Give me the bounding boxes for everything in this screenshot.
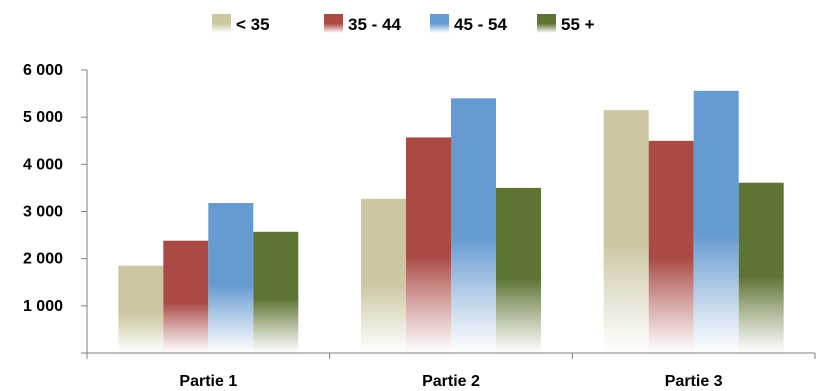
chart-legend: < 35 35 - 44 45 - 54 55 + — [212, 14, 595, 34]
legend-label-35-44: 35 - 44 — [348, 15, 401, 34]
legend-label-55: 55 + — [561, 15, 595, 34]
bar-partie-1-35-44 — [163, 240, 209, 353]
x-category-label: Partie 3 — [665, 373, 723, 390]
bar-partie-2-35 — [361, 198, 406, 353]
bar-partie-2-35-44 — [406, 137, 451, 353]
bar-partie-3-45-54 — [693, 90, 739, 354]
y-tick-label: 1 000 — [23, 298, 63, 315]
x-category-label: Partie 2 — [422, 373, 480, 390]
bar-partie-2-45-54 — [451, 98, 496, 353]
legend-label-35: < 35 — [236, 15, 270, 34]
bar-partie-3-35-44 — [648, 140, 694, 354]
bar-partie-1-35 — [118, 265, 164, 353]
y-tick-label: 3 000 — [23, 204, 63, 221]
bar-partie-3-55 — [738, 182, 784, 353]
x-axis: Partie 1 Partie 2 Partie 3 — [86, 352, 816, 390]
legend-swatch-35-44 — [324, 14, 343, 33]
bar-partie-3-35 — [603, 110, 649, 353]
y-tick-label: 6 000 — [23, 62, 63, 79]
y-tick-label: 4 000 — [23, 156, 63, 173]
y-tick-label: 5 000 — [23, 109, 63, 126]
bar-partie-2-55 — [496, 187, 541, 353]
bar-series-group — [118, 90, 784, 354]
legend-swatch-55 — [537, 14, 556, 33]
bar-partie-1-55 — [253, 231, 299, 353]
legend-swatch-45-54 — [430, 14, 449, 33]
legend-label-45-54: 45 - 54 — [454, 15, 507, 34]
legend-swatch-35 — [212, 14, 231, 33]
bar-partie-1-45-54 — [208, 203, 254, 353]
x-category-label: Partie 1 — [179, 373, 237, 390]
y-tick-label: 2 000 — [23, 251, 63, 268]
y-axis: 1 000 2 000 3 000 4 000 5 000 6 000 — [23, 62, 88, 354]
